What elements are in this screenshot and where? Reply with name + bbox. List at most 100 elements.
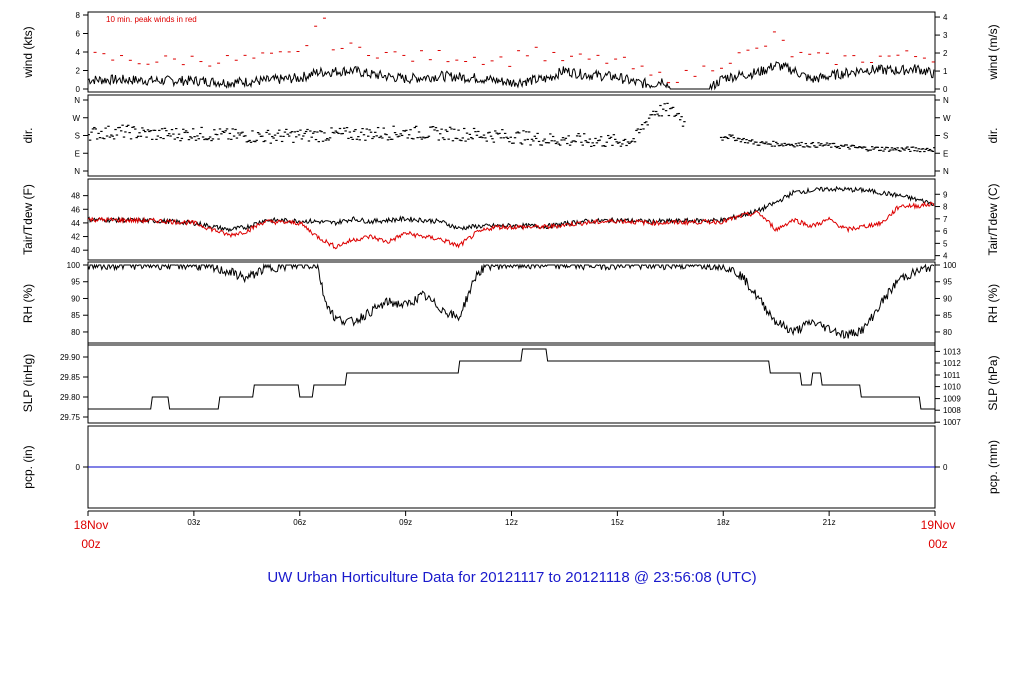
left-tick-label: S xyxy=(75,132,80,141)
ylabel-right: RH (%) xyxy=(986,284,1000,323)
x-start-day: 18Nov xyxy=(74,518,109,532)
left-tick-label: 85 xyxy=(71,311,80,320)
ylabel-left: dir. xyxy=(21,127,35,143)
x-tick-label: 15z xyxy=(611,518,624,527)
left-tick-label: 44 xyxy=(71,219,80,228)
right-tick-label: E xyxy=(943,149,948,158)
right-tick-label: 90 xyxy=(943,294,952,303)
x-end-time: 00z xyxy=(928,537,947,551)
right-tick-label: W xyxy=(943,114,951,123)
ylabel-right: Tair/Tdew (C) xyxy=(986,183,1000,255)
right-tick-label: N xyxy=(943,96,949,105)
ylabel-left: Tair/Tdew (F) xyxy=(21,184,35,255)
series-rh-0 xyxy=(87,263,935,339)
slp-line xyxy=(88,348,935,410)
series-temp-1 xyxy=(87,201,935,250)
x-tick-label: 03z xyxy=(187,518,200,527)
left-tick-label: 42 xyxy=(71,233,80,242)
chart-title: UW Urban Horticulture Data for 20121117 … xyxy=(267,569,756,586)
left-tick-label: 100 xyxy=(67,261,81,270)
left-tick-label: W xyxy=(72,114,80,123)
right-tick-label: S xyxy=(943,132,948,141)
x-tick-label: 12z xyxy=(505,518,518,527)
x-tick-label: 06z xyxy=(293,518,306,527)
left-tick-label: 8 xyxy=(76,11,81,20)
series-wind-0 xyxy=(87,61,935,91)
left-tick-label: 29.75 xyxy=(60,413,81,422)
right-tick-label: 100 xyxy=(943,261,957,270)
series-dir-0 xyxy=(87,102,936,153)
right-tick-label: 4 xyxy=(943,252,948,261)
ylabel-right: dir. xyxy=(986,127,1000,143)
right-tick-label: 80 xyxy=(943,328,952,337)
left-tick-label: 80 xyxy=(71,328,80,337)
panel-temp: Tair/Tdew (F) Tair/Tdew (C) 40 42 44 46 48 4 5 6 7… xyxy=(21,178,1000,261)
right-tick-label: 1 xyxy=(943,67,948,76)
right-tick-label: N xyxy=(943,167,949,176)
x-end-day: 19Nov xyxy=(921,518,956,532)
left-tick-label: N xyxy=(74,96,80,105)
left-tick-label: 2 xyxy=(76,67,81,76)
ylabel-left: SLP (inHg) xyxy=(21,354,35,412)
left-tick-label: 0 xyxy=(76,85,81,94)
left-tick-label: 40 xyxy=(71,246,80,255)
right-tick-label: 9 xyxy=(943,190,948,199)
right-tick-label: 1007 xyxy=(943,418,961,427)
left-tick-label: N xyxy=(74,167,80,176)
left-tick-label: 29.85 xyxy=(60,373,81,382)
right-tick-label: 2 xyxy=(943,49,948,58)
panel-frame xyxy=(87,178,936,261)
x-start-time: 00z xyxy=(81,537,100,551)
x-tick-label: 09z xyxy=(399,518,412,527)
left-tick-label: 0 xyxy=(76,463,81,472)
left-tick-label: 29.90 xyxy=(60,353,81,362)
panel-slp: SLP (inHg) SLP (hPa) 29.75 29.80 29.85 29.90 1… xyxy=(21,342,1000,427)
right-tick-label: 6 xyxy=(943,227,948,236)
right-tick-label: 0 xyxy=(943,85,948,94)
panel-frame xyxy=(87,261,936,346)
panel-frame xyxy=(87,94,936,177)
ylabel-right: wind (m/s) xyxy=(986,24,1000,80)
right-tick-label: 85 xyxy=(943,311,952,320)
series-wind-1 xyxy=(93,17,935,84)
right-tick-label: 1012 xyxy=(943,359,961,368)
ylabel-left: RH (%) xyxy=(21,284,35,323)
rh-line-0 xyxy=(87,263,935,339)
right-tick-label: 0 xyxy=(943,463,948,472)
right-tick-label: 95 xyxy=(943,278,952,287)
panel-wind: wind (kts) wind (m/s) 0 2 4 6 8 0 1 2 3 4 xyxy=(21,11,1000,94)
x-tick-label: 18z xyxy=(717,518,730,527)
right-tick-label: 1010 xyxy=(943,383,961,392)
left-tick-label: 29.80 xyxy=(60,393,81,402)
ylabel-right: SLP (hPa) xyxy=(986,355,1000,410)
temp-line-1 xyxy=(87,201,935,250)
right-tick-label: 1009 xyxy=(943,395,961,404)
series-slp-0 xyxy=(88,348,935,410)
ylabel-right: pcp. (mm) xyxy=(986,440,1000,494)
ylabel-left: wind (kts) xyxy=(21,26,35,78)
right-tick-label: 5 xyxy=(943,239,948,248)
right-tick-label: 1013 xyxy=(943,347,961,356)
panel-pcp: pcp. (in) pcp. (mm) 0 0 xyxy=(21,425,1000,509)
x-tick-label: 21z xyxy=(823,518,836,527)
right-tick-label: 3 xyxy=(943,31,948,40)
left-tick-label: 46 xyxy=(71,205,80,214)
right-tick-label: 4 xyxy=(943,13,948,22)
left-tick-label: 6 xyxy=(76,30,81,39)
panel-frame xyxy=(87,342,936,424)
x-axis: 03z 06z 09z 12z 15z 18z 21z xyxy=(87,510,936,527)
ylabel-left: pcp. (in) xyxy=(21,445,35,488)
wind-annotation: 10 min. peak winds in red xyxy=(106,15,197,24)
wind-line-0 xyxy=(87,61,935,91)
left-tick-label: 4 xyxy=(76,48,81,57)
right-tick-label: 7 xyxy=(943,215,948,224)
left-tick-label: 95 xyxy=(71,278,80,287)
right-tick-label: 1011 xyxy=(943,371,961,380)
right-tick-label: 8 xyxy=(943,203,948,212)
panel-rh: RH (%) RH (%) 80 85 90 95 100 80 85 90 95 100 xyxy=(21,261,1000,346)
right-tick-label: 1008 xyxy=(943,406,961,415)
left-tick-label: 48 xyxy=(71,192,80,201)
